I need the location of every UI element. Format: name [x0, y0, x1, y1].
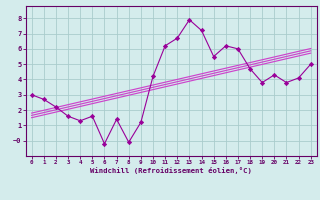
- X-axis label: Windchill (Refroidissement éolien,°C): Windchill (Refroidissement éolien,°C): [90, 167, 252, 174]
